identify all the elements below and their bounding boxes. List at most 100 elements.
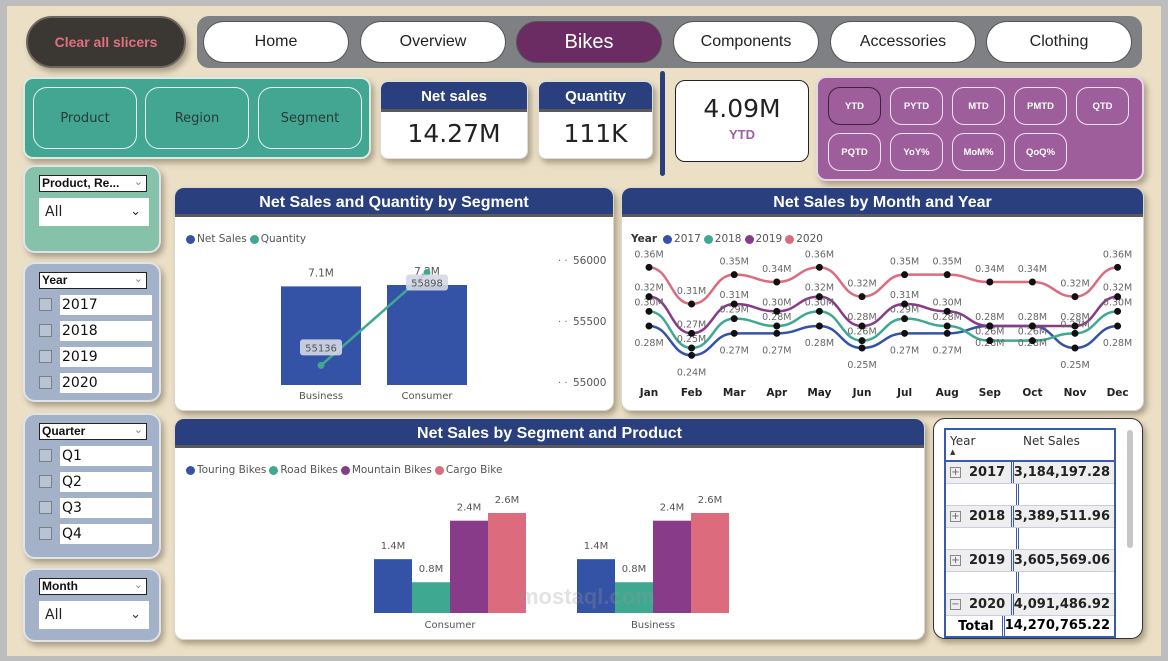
mtd-button[interactable]: MTD [952,87,1005,125]
pqtd-button[interactable]: PQTD [828,133,881,171]
nav-tab-accessories[interactable]: Accessories [830,21,976,63]
table-row-spacer [946,484,1114,506]
slicer-item[interactable]: 2020 [39,373,155,393]
legend-dot [269,465,279,475]
legend-label: 2019 [755,233,783,245]
legend-dot [744,234,754,244]
ytd-button[interactable]: YTD [828,87,881,125]
slicer-item[interactable]: 2017 [39,295,155,315]
checkbox[interactable] [39,350,52,363]
slicer-item[interactable]: Q4 [39,524,155,544]
series-line-2019 [648,295,1118,335]
point-data-label: 0.25M [847,360,876,371]
month-dropdown[interactable]: All ⌄ [39,601,149,629]
data-point [1028,337,1036,345]
slicer-item[interactable]: Q2 [39,472,155,492]
quantity-data-label: 55898 [411,278,443,289]
legend-dot [703,234,713,244]
data-point [943,307,951,315]
nav-tab-overview[interactable]: Overview [360,21,506,63]
bar-data-label: 0.8M [622,564,647,575]
slicer-item[interactable]: 2018 [39,321,155,341]
slicer-item[interactable]: Q1 [39,446,155,466]
period-value-card: 4.09M YTD [675,80,809,162]
pytd-button[interactable]: PYTD [890,87,943,125]
data-point [858,344,866,352]
nav-tab-components[interactable]: Components [673,21,819,63]
expand-icon[interactable]: + [950,467,961,478]
mom-button[interactable]: MoM% [952,133,1005,171]
dimension-button-group: Product Region Segment [23,77,371,159]
slicer-title: Quarter [42,424,86,438]
column-header-net-sales[interactable]: Net Sales [1023,434,1080,448]
table-row: +2017 3,184,197.28 [946,462,1114,484]
data-point [815,307,823,315]
point-data-label: 0.28M [805,338,834,349]
slicer-header[interactable]: Year ⌄ [39,272,147,289]
clear-all-slicers-button[interactable]: Clear all slicers [26,16,186,68]
point-data-label: 0.32M [634,283,663,294]
column-header-year[interactable]: Year ▲ [946,430,1019,460]
nav-tab-home[interactable]: Home [203,21,349,63]
yoy-button[interactable]: YoY% [890,133,943,171]
slicer-item[interactable]: Q3 [39,498,155,518]
slicer-item-label: 2017 [60,295,152,315]
point-data-label: 0.24M [677,367,706,378]
product-button[interactable]: Product [33,87,137,149]
data-point [943,271,951,279]
field-parameter-dropdown[interactable]: All ⌄ [39,198,149,226]
checkbox[interactable] [39,324,52,337]
checkbox[interactable] [39,501,52,514]
checkbox[interactable] [39,527,52,540]
vertical-scrollbar[interactable] [1127,430,1133,548]
chart-legend: Year 2017 2018 2019 2020 [631,233,823,245]
slicer-item[interactable]: 2019 [39,347,155,367]
legend-label: Road Bikes [280,464,338,476]
x-tick-label: Mar [723,387,747,399]
region-button[interactable]: Region [145,87,249,149]
slicer-header[interactable]: Month ⌄ [39,578,147,595]
point-data-label: 0.27M [762,345,791,356]
checkbox[interactable] [39,376,52,389]
collapse-icon[interactable]: − [950,599,961,610]
quantity-label: Quantity [539,82,652,112]
x-tick-label: Aug [936,387,959,399]
chart-legend: Touring Bikes Road Bikes Mountain Bikes … [183,464,502,476]
qtd-button[interactable]: QTD [1076,87,1129,125]
qoq-button[interactable]: QoQ% [1014,133,1067,171]
sort-ascending-icon: ▲ [950,448,956,456]
point-data-label: 0.27M [720,345,749,356]
nav-tab-clothing[interactable]: Clothing [986,21,1132,63]
expand-icon[interactable]: + [950,511,961,522]
checkbox[interactable] [39,449,52,462]
checkbox[interactable] [39,298,52,311]
point-data-label: 0.27M [890,345,919,356]
point-data-label: 0.28M [933,312,962,323]
bar-cargo-bike [691,513,729,613]
legend-label: 2020 [796,233,823,245]
quantity-point [423,268,431,276]
bar-mountain-bikes [653,520,691,613]
legend-label: Cargo Bike [445,464,503,476]
data-point [688,344,696,352]
point-data-label: 0.32M [1103,283,1132,294]
x-tick-label: Apr [766,387,788,399]
x-tick-label: Oct [1022,387,1042,399]
slicer-item-label: Q2 [60,472,152,492]
bar-data-label: 0.8M [419,564,444,575]
period-label: YTD [729,127,755,142]
slicer-header[interactable]: Quarter ⌄ [39,423,147,440]
point-data-label: 0.35M [933,257,962,268]
legend-dot [434,465,444,475]
data-point [901,271,909,279]
checkbox[interactable] [39,475,52,488]
x-tick-label: Jan [639,387,658,399]
dropdown-value: All [45,204,63,220]
expand-icon[interactable]: + [950,555,961,566]
x-tick-label: Business [631,620,675,631]
slicer-header[interactable]: Product, Re... ⌄ [39,175,147,192]
pmtd-button[interactable]: PMTD [1014,87,1067,125]
point-data-label: 0.30M [933,297,962,308]
segment-button[interactable]: Segment [258,87,362,149]
nav-tab-bikes[interactable]: Bikes [516,21,662,63]
